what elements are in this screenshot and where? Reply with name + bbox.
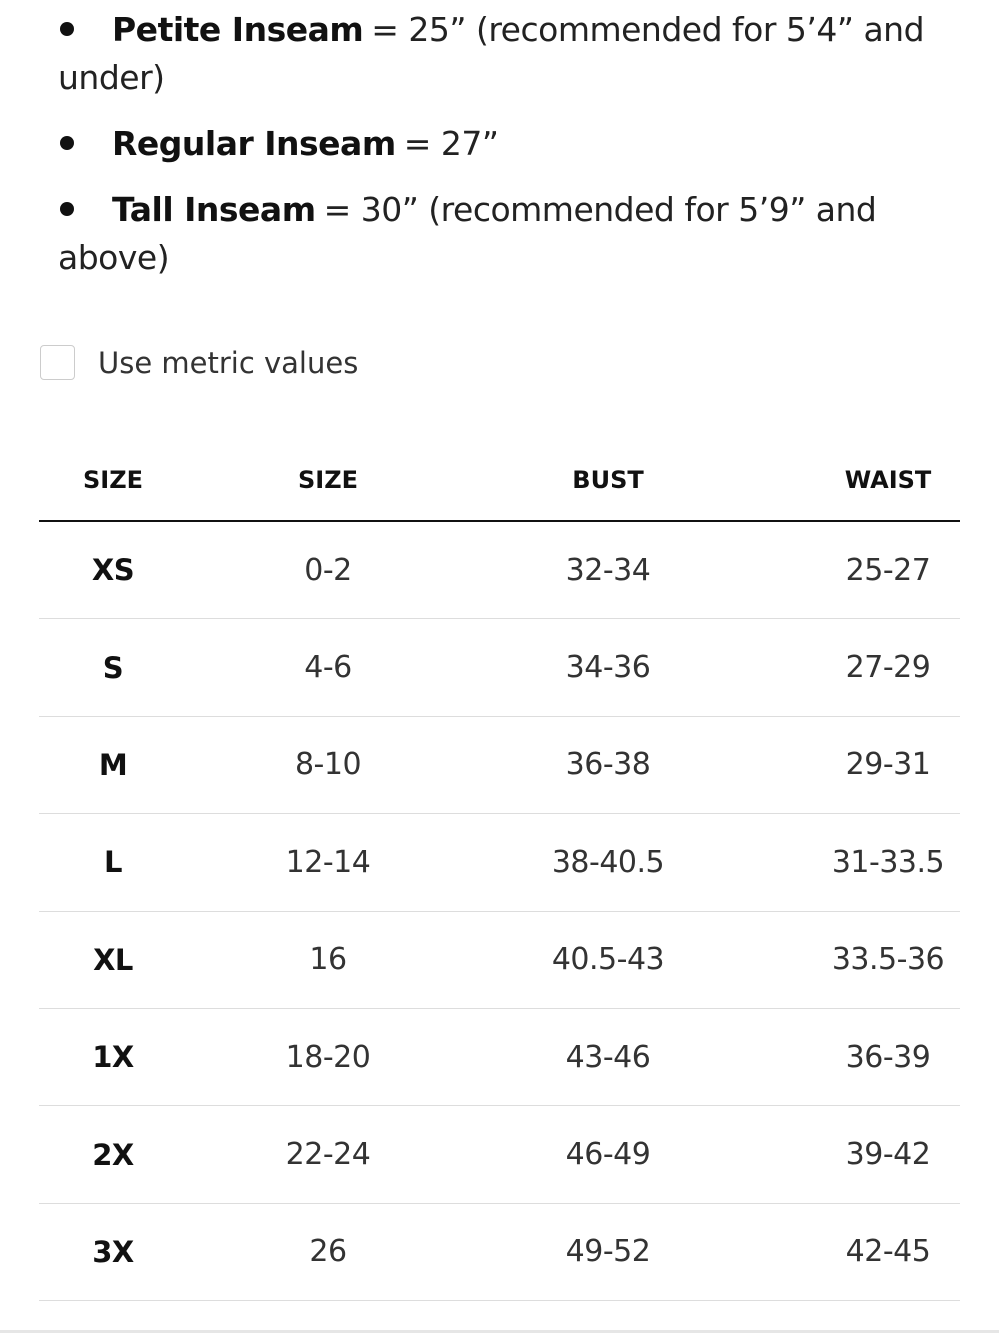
bullet [60, 21, 74, 36]
table-cell: 3X [92, 1234, 134, 1269]
table-cell: 8-10 [294, 747, 362, 783]
table-row: M 8-10 36-38 29-31 [39, 717, 960, 815]
metric-label[interactable]: Use metric values [98, 346, 359, 380]
table-cell: 1X [92, 1040, 134, 1075]
table-row: XS 0-2 32-34 25-27 [39, 522, 960, 620]
table-cell: 32-34 [565, 552, 651, 588]
table-cell: M [98, 747, 128, 782]
header-cell: SIZE [82, 466, 143, 494]
table-cell: 27-29 [845, 650, 931, 686]
table-cell: 29-31 [845, 747, 931, 783]
table-cell: 0-2 [304, 552, 352, 588]
header-cell: SIZE [297, 466, 358, 494]
table-cell: 22-24 [285, 1137, 371, 1173]
table-row: 2X 22-24 46-49 39-42 [39, 1106, 960, 1204]
table-cell: 39-42 [845, 1137, 931, 1173]
table-cell: 49-52 [565, 1234, 651, 1270]
inseam-label: Tall Inseam [112, 190, 316, 229]
bullet [60, 135, 74, 150]
header-cell: WAIST [844, 466, 932, 494]
list-item: Tall Inseam = 30” (recommended for 5’9” a… [58, 186, 938, 282]
table-cell: XL [93, 942, 133, 977]
header-cell: BUST [572, 466, 644, 494]
table-cell: 16 [309, 942, 347, 978]
list-item: Petite Inseam = 25” (recommended for 5’4”… [58, 6, 938, 102]
table-cell: 26 [309, 1234, 347, 1270]
table-cell: 46-49 [565, 1137, 651, 1173]
table-cell: 18-20 [285, 1039, 371, 1075]
table-cell: 40.5-43 [551, 942, 665, 978]
metric-checkbox[interactable] [40, 345, 75, 380]
table-row: 1X 18-20 43-46 36-39 [39, 1009, 960, 1107]
table-cell: 33.5-36 [831, 942, 945, 978]
table-cell: 36-38 [565, 747, 651, 783]
inseam-label: Regular Inseam [112, 124, 396, 163]
table-row: 3X 26 49-52 42-45 [39, 1204, 960, 1302]
table-cell: S [102, 650, 124, 685]
table-row: S 4-6 34-36 27-29 [39, 619, 960, 717]
inseam-text: = 27” [403, 124, 499, 163]
inseam-text: = 25” (recommended for 5’4” and under) [58, 10, 925, 97]
table-cell: 34-36 [565, 650, 651, 686]
table-cell: 42-45 [845, 1234, 931, 1270]
table-cell: 4-6 [304, 650, 352, 686]
table-cell: 43-46 [565, 1039, 651, 1075]
bullet [60, 201, 74, 216]
table-cell: 12-14 [285, 844, 371, 880]
size-table: SIZE SIZE BUST WAIST XS 0-2 32-34 25-27 S 4-6 34-3… [39, 440, 960, 1302]
table-cell: L [104, 845, 122, 880]
table-row: L 12-14 38-40.5 31-33.5 [39, 814, 960, 912]
header-row: SIZE SIZE BUST WAIST [39, 440, 960, 522]
inseam-text: = 30” (recommended for 5’9” and above) [58, 190, 877, 277]
table-row: XL 16 40.5-43 33.5-36 [39, 912, 960, 1009]
list-item: Regular Inseam = 27” [58, 120, 938, 168]
table-cell: 2X [92, 1137, 134, 1172]
inseam-label: Petite Inseam [112, 10, 364, 49]
table-cell: 31-33.5 [831, 844, 945, 880]
inseam-list: Petite Inseam = 25” (recommended for 5’4”… [58, 6, 938, 300]
bottom-divider [0, 1330, 999, 1333]
table-cell: 38-40.5 [551, 844, 665, 880]
table-cell: XS [91, 553, 135, 588]
table-cell: 25-27 [845, 552, 931, 588]
table-cell: 36-39 [845, 1039, 931, 1075]
